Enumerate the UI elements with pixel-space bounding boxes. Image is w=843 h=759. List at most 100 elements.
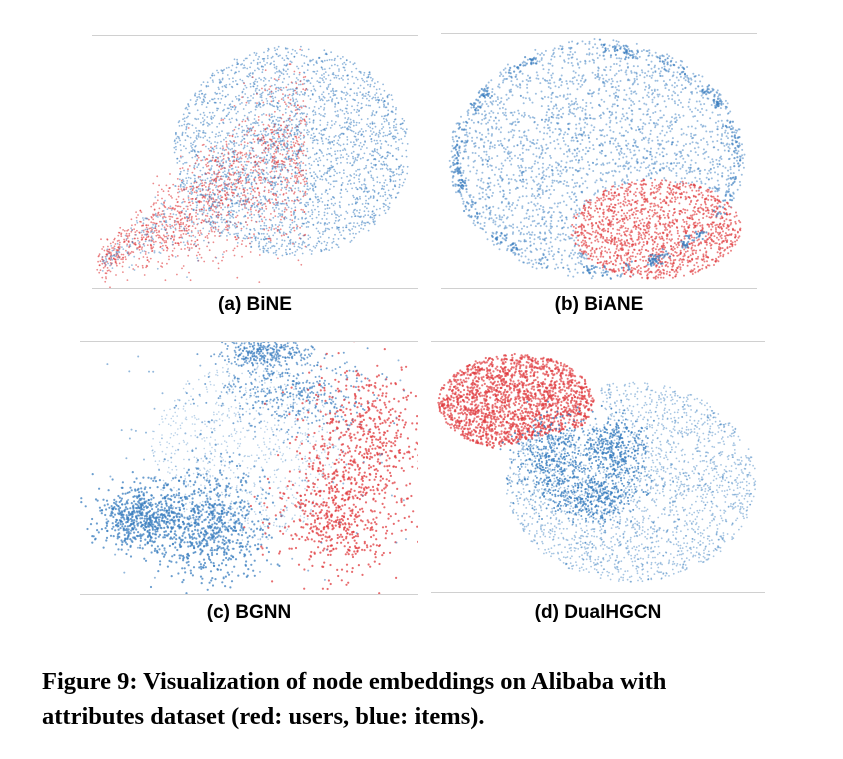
item-point	[262, 232, 265, 235]
item-point	[285, 251, 287, 254]
user-point	[268, 88, 271, 90]
item-point	[536, 139, 539, 141]
user-point	[120, 233, 122, 236]
item-point	[250, 62, 253, 65]
item-point	[393, 120, 395, 123]
item-point	[260, 65, 263, 68]
user-point	[292, 141, 295, 144]
user-point	[297, 169, 300, 171]
item-point	[110, 262, 113, 265]
item-point	[329, 83, 332, 85]
item-point	[292, 138, 294, 140]
item-point	[309, 248, 311, 251]
item-point	[321, 140, 324, 142]
item-point	[291, 169, 294, 171]
item-point	[335, 90, 338, 92]
user-point	[285, 86, 288, 89]
user-point	[224, 194, 227, 197]
item-point	[135, 220, 138, 222]
item-point	[109, 264, 111, 267]
item-point	[242, 199, 245, 202]
item-point	[261, 58, 264, 60]
item-point	[232, 224, 234, 226]
item-point	[242, 67, 245, 69]
item-point	[559, 108, 562, 111]
user-point	[255, 163, 258, 166]
item-point	[160, 202, 163, 205]
item-point	[362, 191, 365, 193]
item-point	[235, 112, 238, 115]
item-point	[207, 200, 210, 203]
item-point	[244, 214, 247, 217]
item-point	[352, 157, 355, 160]
user-point	[210, 146, 212, 149]
item-point	[530, 187, 533, 190]
user-point	[304, 233, 307, 236]
item-point	[338, 171, 341, 174]
item-point	[356, 222, 359, 225]
user-point	[304, 245, 307, 248]
item-point	[353, 160, 356, 163]
user-point	[261, 168, 264, 171]
user-point	[252, 126, 255, 128]
user-point	[109, 270, 112, 273]
item-point	[346, 82, 349, 85]
item-point	[349, 94, 351, 97]
item-point	[384, 114, 387, 117]
user-point	[134, 223, 137, 226]
item-point	[373, 149, 376, 151]
item-point	[184, 107, 187, 110]
item-point	[282, 87, 285, 89]
user-point	[286, 181, 288, 184]
item-point	[367, 197, 370, 200]
user-point	[130, 250, 133, 253]
item-point	[237, 127, 240, 130]
item-point	[373, 184, 375, 187]
item-point	[281, 167, 283, 170]
item-point	[363, 152, 366, 155]
user-point	[117, 231, 120, 234]
item-point	[297, 181, 300, 184]
item-point	[369, 126, 372, 129]
item-point	[513, 242, 516, 245]
user-point	[169, 215, 172, 218]
item-point	[490, 110, 493, 113]
item-point	[713, 166, 715, 169]
item-point	[303, 82, 306, 85]
item-point	[175, 145, 177, 148]
item-point	[569, 50, 572, 53]
user-point	[301, 83, 304, 86]
item-point	[371, 210, 374, 213]
item-point	[266, 100, 269, 102]
user-point	[280, 234, 283, 237]
item-point	[218, 201, 221, 204]
user-point	[186, 205, 189, 208]
item-point	[294, 187, 297, 190]
user-point	[259, 182, 262, 185]
item-point	[266, 55, 269, 57]
user-point	[280, 124, 282, 127]
item-point	[351, 187, 353, 190]
user-point	[289, 132, 292, 135]
user-point	[219, 190, 221, 193]
item-point	[208, 209, 211, 212]
item-point	[353, 135, 356, 138]
item-point	[374, 96, 377, 99]
item-point	[342, 149, 344, 152]
item-point	[277, 55, 280, 58]
item-point	[201, 117, 204, 119]
item-point	[249, 236, 252, 239]
item-point	[353, 173, 356, 175]
item-point	[326, 153, 328, 156]
item-point	[268, 235, 270, 238]
item-point	[319, 178, 322, 181]
user-point	[187, 254, 190, 257]
item-point	[355, 170, 357, 172]
item-point	[373, 114, 376, 117]
item-point	[229, 206, 232, 209]
user-point	[138, 232, 141, 234]
item-point	[393, 118, 396, 121]
item-point	[562, 137, 565, 139]
item-point	[178, 137, 181, 140]
user-point	[276, 129, 278, 131]
